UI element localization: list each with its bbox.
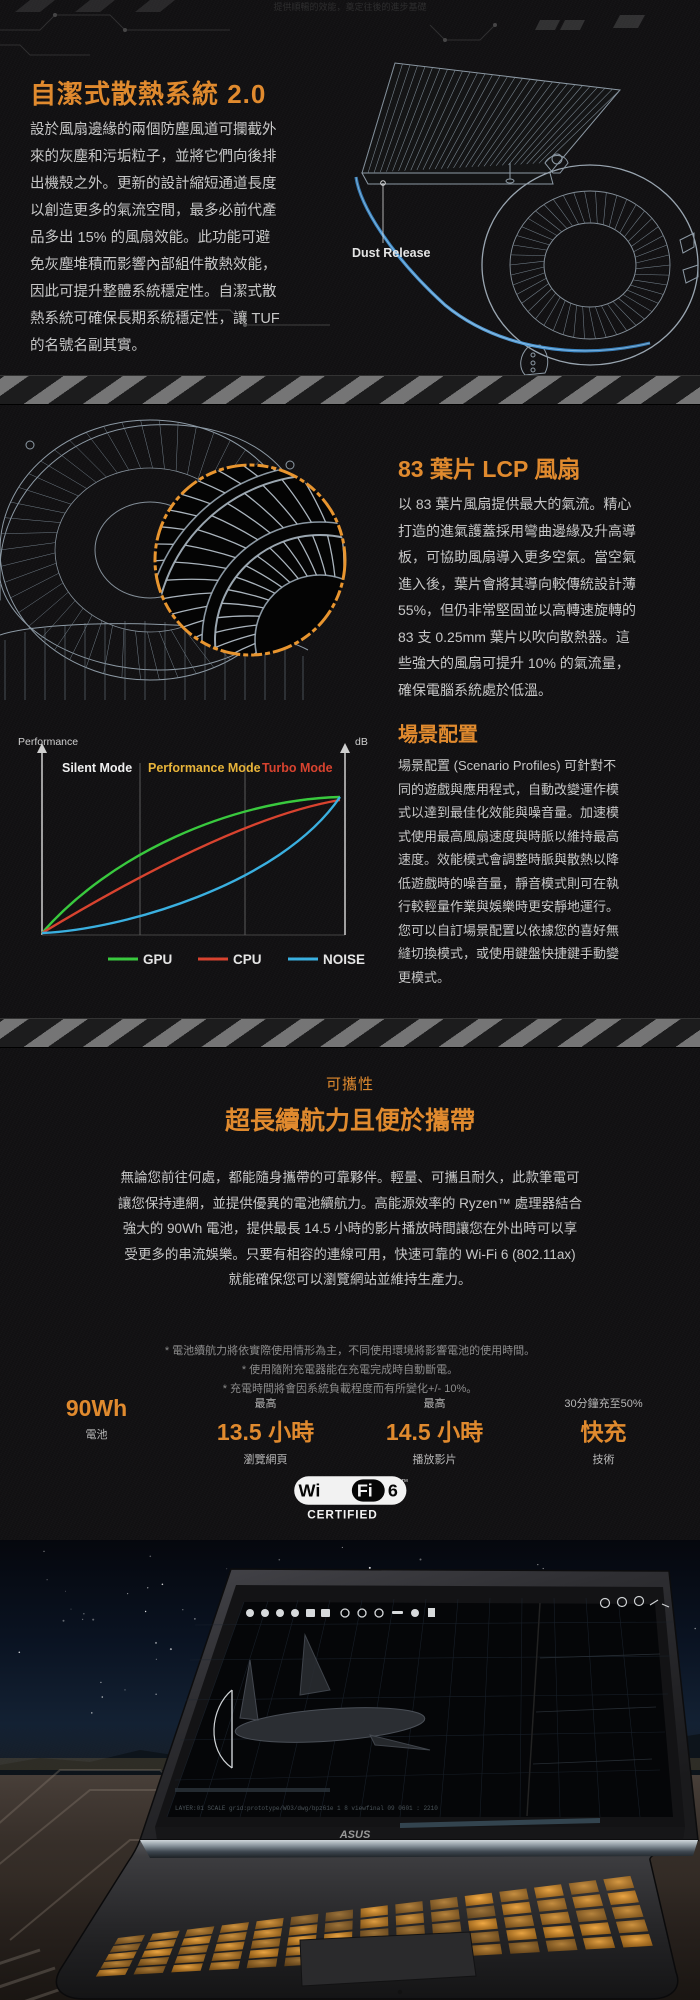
- svg-text:dB: dB: [355, 736, 368, 748]
- svg-text:NOISE: NOISE: [323, 952, 365, 967]
- svg-text:Silent Mode: Silent Mode: [62, 761, 132, 775]
- svg-text:ASUS: ASUS: [339, 1829, 371, 1841]
- svg-text:Performance: Performance: [18, 736, 78, 748]
- svg-text:Wi: Wi: [298, 1481, 320, 1501]
- svg-text:Performance Mode: Performance Mode: [148, 761, 261, 775]
- svg-text:Turbo Mode: Turbo Mode: [262, 761, 333, 775]
- svg-text:CPU: CPU: [233, 952, 262, 967]
- svg-text:GPU: GPU: [143, 952, 172, 967]
- svg-text:Dust Release: Dust Release: [352, 246, 431, 260]
- svg-text:LAYER:01 SCALE grid:prototyp: LAYER:01 SCALE grid:prototype/WO3/dwg/bp…: [175, 1805, 438, 1812]
- svg-text:CERTIFIED: CERTIFIED: [307, 1508, 377, 1521]
- svg-text:Fi: Fi: [357, 1481, 373, 1501]
- svg-text:提供順暢的效能，奠定往後的進步基礎: 提供順暢的效能，奠定往後的進步基礎: [273, 1, 426, 12]
- svg-text:TM: TM: [401, 1478, 407, 1483]
- svg-text:6: 6: [388, 1481, 398, 1501]
